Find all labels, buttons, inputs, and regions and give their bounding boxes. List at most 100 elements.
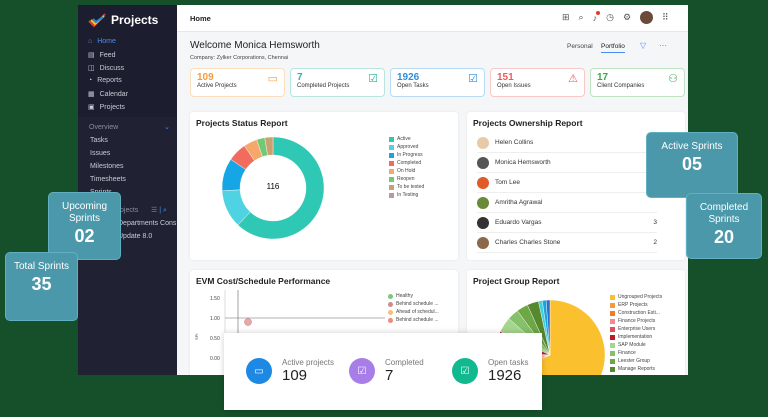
owner-row[interactable]: Amritha Agrawal bbox=[477, 193, 657, 213]
chevron-down-icon[interactable]: ⌄ bbox=[164, 124, 170, 131]
add-icon[interactable]: ⊞ bbox=[562, 12, 570, 22]
slice[interactable] bbox=[237, 136, 325, 240]
legend-label: ERP Projects bbox=[618, 302, 648, 308]
sidebar-sub-timesheets[interactable]: Timesheets bbox=[90, 176, 126, 183]
legend-swatch bbox=[389, 192, 394, 198]
search-icon[interactable]: ⌕ bbox=[578, 12, 584, 22]
main-content: Home ⊞ ⌕ ♪ ◷ ⚙ ⠿ Welcome Monica Hemsworth Com… bbox=[177, 5, 688, 375]
legend-label: Behind schedule ... bbox=[396, 301, 439, 307]
stat-label: Open Issues bbox=[497, 83, 531, 89]
legend-item[interactable]: Behind schedule ... bbox=[388, 300, 439, 308]
apps-grid-icon[interactable]: ⠿ bbox=[662, 12, 669, 22]
sprint-value: 35 bbox=[31, 274, 52, 294]
legend-item[interactable]: In Testing bbox=[389, 191, 424, 199]
legend-swatch bbox=[610, 358, 615, 364]
overlay-value: 7 bbox=[385, 367, 394, 384]
legend-item[interactable]: Finance bbox=[610, 349, 662, 357]
sidebar-item-home[interactable]: ⌂ Home bbox=[88, 38, 173, 45]
owner-row[interactable]: Eduardo Vargas 3 bbox=[477, 213, 657, 233]
y-tick: 1.50 bbox=[210, 296, 220, 302]
legend-swatch bbox=[388, 317, 393, 323]
stat-icon: ☑ bbox=[349, 358, 375, 384]
legend-swatch bbox=[389, 184, 394, 190]
sidebar-sub-tasks[interactable]: Tasks bbox=[90, 137, 108, 144]
project-link[interactable]: Update 8.0 bbox=[118, 233, 153, 240]
panel-title: EVM Cost/Schedule Performance bbox=[196, 276, 331, 286]
legend-label: Manage Reports bbox=[618, 366, 655, 372]
search-icon[interactable]: ☰ | ⌕ bbox=[151, 207, 167, 214]
stat-card[interactable]: 109 Active Projects ▭ bbox=[190, 68, 285, 97]
sidebar-item-calendar[interactable]: ▦ Calendar bbox=[88, 90, 173, 99]
gear-icon[interactable]: ⚙ bbox=[622, 12, 632, 22]
y-tick: 0.50 bbox=[210, 336, 220, 342]
legend-item[interactable]: Leester Group bbox=[610, 357, 662, 365]
legend-item[interactable]: Behind schedule ... bbox=[388, 316, 439, 324]
legend-item[interactable]: Implementation bbox=[610, 333, 662, 341]
legend-item[interactable]: Finance Projects bbox=[610, 317, 662, 325]
stat-label: Client Companies bbox=[597, 83, 645, 89]
timer-icon[interactable]: ◷ bbox=[606, 12, 614, 22]
tab-portfolio[interactable]: Portfolio bbox=[601, 43, 625, 53]
slice[interactable] bbox=[264, 136, 274, 156]
avatar[interactable] bbox=[640, 11, 654, 24]
legend-item[interactable]: In Progress bbox=[389, 151, 424, 159]
slice[interactable] bbox=[545, 299, 551, 356]
active-sprints-card: Active Sprints 05 bbox=[646, 132, 738, 198]
overview-header[interactable]: Overview bbox=[89, 124, 119, 131]
legend-item[interactable]: Manage Reports bbox=[610, 365, 662, 373]
legend-item[interactable]: Healthy bbox=[388, 292, 439, 300]
more-icon[interactable]: ⋯ bbox=[659, 41, 667, 50]
legend-item[interactable]: Ungrouped Projects bbox=[610, 293, 662, 301]
stat-value: 17 bbox=[597, 72, 609, 83]
legend-item[interactable]: Ahead of schedul... bbox=[388, 308, 439, 316]
legend-item[interactable]: Completed bbox=[389, 159, 424, 167]
legend-item[interactable]: Enterprise Users bbox=[610, 325, 662, 333]
legend-swatch bbox=[388, 309, 393, 315]
legend-item[interactable]: Construction Esti... bbox=[610, 309, 662, 317]
legend-item[interactable]: On Hold bbox=[389, 167, 424, 175]
bell-icon[interactable]: ♪ bbox=[593, 10, 601, 23]
sidebar-sub-milestones[interactable]: Milestones bbox=[90, 163, 124, 170]
owner-row[interactable]: Helen Collins bbox=[477, 133, 657, 153]
projects-icon: ▣ bbox=[88, 104, 95, 111]
sidebar-sub-issues[interactable]: Issues bbox=[90, 150, 111, 157]
legend-label: Ahead of schedul... bbox=[396, 309, 439, 315]
legend-item[interactable]: Active bbox=[389, 135, 424, 143]
legend-label: Active bbox=[397, 136, 411, 142]
owner-row[interactable]: Charles Charles Stone 2 bbox=[477, 233, 657, 253]
owner-row[interactable]: Tom Lee bbox=[477, 173, 657, 193]
stat-card[interactable]: 7 Completed Projects ☑ bbox=[290, 68, 385, 97]
legend-item[interactable]: Approved bbox=[389, 143, 424, 151]
legend-swatch bbox=[610, 294, 615, 300]
stat-card[interactable]: 151 Open Issues ⚠ bbox=[490, 68, 585, 97]
filter-icon[interactable]: ▽ bbox=[640, 41, 647, 50]
legend-item[interactable]: ERP Projects bbox=[610, 301, 662, 309]
legend-swatch bbox=[610, 366, 615, 372]
legend-item[interactable]: To be tested bbox=[389, 183, 424, 191]
sidebar-item-reports[interactable]: ◔ Reports bbox=[88, 77, 173, 84]
stat-card[interactable]: 17 Client Companies ⚇ bbox=[590, 68, 685, 97]
owner-name: Monica Hemsworth bbox=[495, 159, 551, 166]
sidebar-item-projects[interactable]: ▣ Projects bbox=[88, 103, 173, 112]
slice[interactable] bbox=[501, 299, 606, 375]
legend-item[interactable]: Reopen bbox=[389, 175, 424, 183]
logo: Projects bbox=[88, 13, 158, 27]
owner-row[interactable]: Monica Hemsworth bbox=[477, 153, 657, 173]
legend-label: In Progress bbox=[397, 152, 423, 158]
legend-item[interactable]: SAP Module bbox=[610, 341, 662, 349]
panel-title: Projects Status Report bbox=[196, 118, 288, 128]
sidebar-item-feed[interactable]: ▤ Feed bbox=[88, 51, 173, 60]
stat-card[interactable]: 1926 Open Tasks ☑ bbox=[390, 68, 485, 97]
legend-swatch bbox=[610, 326, 615, 332]
upcoming-sprints-card: Upcoming Sprints 02 bbox=[48, 192, 121, 260]
breadcrumb: Home bbox=[190, 14, 211, 23]
status-report-panel: Projects Status Report 116 Active Approve… bbox=[190, 112, 458, 260]
data-point[interactable] bbox=[244, 318, 252, 326]
legend-label: Reopen bbox=[397, 176, 415, 182]
sidebar-item-discuss[interactable]: ◫ Discuss bbox=[88, 64, 173, 73]
tab-personal[interactable]: Personal bbox=[567, 43, 593, 50]
top-bar: Home ⊞ ⌕ ♪ ◷ ⚙ ⠿ bbox=[177, 5, 688, 32]
stat-icon: ⚇ bbox=[668, 73, 678, 85]
project-link[interactable]: Departments Cons bbox=[118, 220, 177, 227]
discuss-icon: ◫ bbox=[88, 65, 95, 72]
